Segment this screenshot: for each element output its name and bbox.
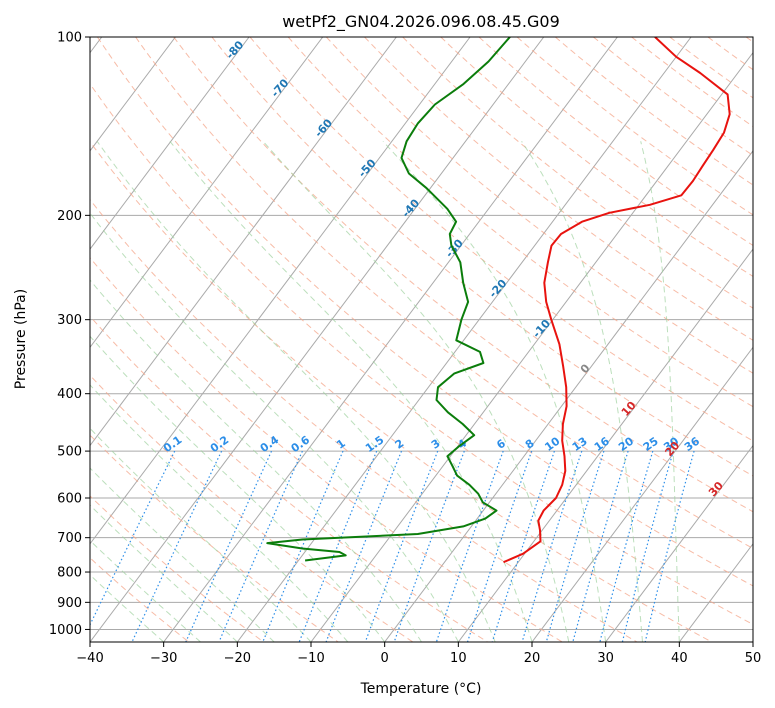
isotherm-line xyxy=(90,37,250,250)
moist-adiabat-line xyxy=(382,140,607,642)
dry-adiabat-line xyxy=(554,37,753,186)
mixing-ratio-line xyxy=(644,450,695,642)
moist-adiabat-line xyxy=(521,141,643,642)
dry-adiabat-line xyxy=(516,37,753,216)
isotherm-line xyxy=(605,444,753,642)
dry-adiabat-line xyxy=(90,198,638,642)
isotherm-line xyxy=(384,150,753,642)
y-tick-label: 800 xyxy=(57,566,82,581)
dry-adiabat-line xyxy=(402,37,753,309)
dewpoint-profile-line: Dewpoint xyxy=(266,37,511,562)
dry-adiabat-line xyxy=(440,37,753,278)
x-axis-label: Temperature (°C) xyxy=(360,681,482,697)
temperature-profile-line: Temperature xyxy=(503,37,731,564)
chart-title: wetPf2_GN04.2026.096.08.45.G09 xyxy=(282,12,560,32)
x-tick-label: 20 xyxy=(524,651,541,666)
dry-adiabat-line xyxy=(211,37,753,477)
moist-adiabat-line xyxy=(90,384,349,642)
mixing-ratio-line xyxy=(545,450,605,642)
isotherm-label: 40 xyxy=(750,519,770,539)
mixing-ratio-line xyxy=(491,450,555,642)
mixing-ratio-line xyxy=(90,450,176,627)
x-tick-label: −40 xyxy=(76,651,103,666)
x-tick-label: 40 xyxy=(671,651,688,666)
dry-adiabat-line xyxy=(325,37,753,374)
dry-adiabat-line xyxy=(90,83,753,625)
dry-adiabat-line xyxy=(364,37,753,341)
y-tick-label: 700 xyxy=(57,531,82,546)
isotherm-line xyxy=(90,37,471,545)
x-tick-label: −10 xyxy=(297,651,324,666)
plot-frame xyxy=(89,36,754,643)
y-tick-label: 1000 xyxy=(49,623,82,638)
mixing-ratio-line xyxy=(521,450,583,642)
dry-adiabat-line xyxy=(90,257,563,642)
mixing-ratio-line xyxy=(262,450,344,642)
mixing-ratio-line xyxy=(572,450,629,642)
moist-adiabat-line xyxy=(90,467,275,642)
moist-adiabat-line xyxy=(96,141,496,642)
mixing-ratio-line xyxy=(218,450,303,642)
axes: −40 −30 −20 −10 0 10 20 30 40 50 1000 900 800 700 600 5… xyxy=(49,31,761,667)
dry-adiabat-line xyxy=(287,37,753,408)
isotherm-line xyxy=(163,37,618,642)
moist-adiabat-line xyxy=(90,427,312,642)
y-tick-label: 300 xyxy=(57,313,82,328)
plot-area: 0.1 0.2 0.4 0.6 1 1.5 2 3 4 6 8 10 13 16 20 25 30 36-80-7… xyxy=(90,37,770,642)
mixing-ratio-line xyxy=(185,450,273,642)
dry-adiabat-line xyxy=(90,374,414,642)
y-tick-label: 900 xyxy=(57,596,82,611)
isotherm-line xyxy=(236,37,692,642)
x-tick-label: 30 xyxy=(597,651,614,666)
y-tick-label: 400 xyxy=(57,387,82,402)
moist-adiabat-line xyxy=(262,140,570,642)
mixing-ratio-line xyxy=(599,450,654,642)
x-tick-label: 0 xyxy=(381,651,389,666)
x-tick-label: 50 xyxy=(745,651,762,666)
y-tick-label: 500 xyxy=(57,445,82,460)
isotherm-line xyxy=(90,37,176,152)
moist-adiabat-line xyxy=(90,212,459,642)
isotherm-line xyxy=(90,37,545,642)
isotherm-line xyxy=(457,248,753,642)
mixing-ratio-line xyxy=(435,450,504,642)
mixing-ratio-line xyxy=(466,450,533,642)
isotherm-line xyxy=(90,37,324,349)
isotherm-line xyxy=(90,37,397,447)
dry-adiabat-line xyxy=(90,315,488,642)
isotherm-line xyxy=(310,51,753,642)
dry-adiabat-line xyxy=(96,37,753,587)
x-tick-label: −30 xyxy=(150,651,177,666)
y-tick-label: 200 xyxy=(57,209,82,224)
x-tick-label: −20 xyxy=(224,651,251,666)
y-tick-label: 100 xyxy=(57,31,82,46)
y-tick-label: 600 xyxy=(57,492,82,507)
moist-adiabat-line xyxy=(640,141,680,642)
isotherm-line xyxy=(531,346,753,642)
y-axis-label: Pressure (hPa) xyxy=(13,289,29,389)
x-tick-label: 10 xyxy=(450,651,467,666)
mixing-ratio-line xyxy=(621,450,674,642)
moist-adiabat-line xyxy=(90,335,386,642)
dry-adiabat-line xyxy=(135,37,753,550)
moist-adiabat-line xyxy=(169,140,533,642)
dry-adiabat-line xyxy=(173,37,753,513)
